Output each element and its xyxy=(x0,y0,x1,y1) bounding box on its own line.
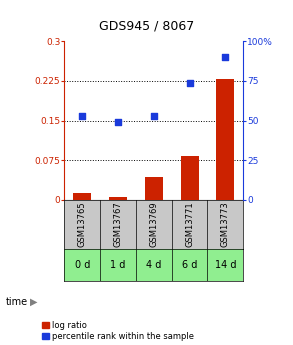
Text: GSM13769: GSM13769 xyxy=(149,201,158,247)
Text: GDS945 / 8067: GDS945 / 8067 xyxy=(99,20,194,33)
Text: GSM13765: GSM13765 xyxy=(78,201,87,247)
Bar xyxy=(109,197,127,200)
Bar xyxy=(145,177,163,200)
Point xyxy=(187,80,192,85)
Text: GSM13773: GSM13773 xyxy=(221,201,230,247)
Bar xyxy=(216,79,234,200)
Point xyxy=(151,113,156,119)
Text: GSM13767: GSM13767 xyxy=(114,201,122,247)
Text: ▶: ▶ xyxy=(30,297,38,307)
Point xyxy=(223,55,228,60)
Bar xyxy=(73,193,91,200)
Point xyxy=(116,119,120,125)
Text: time: time xyxy=(6,297,28,307)
Bar xyxy=(180,156,199,200)
Text: 4 d: 4 d xyxy=(146,260,161,270)
Text: 1 d: 1 d xyxy=(110,260,126,270)
Legend: log ratio, percentile rank within the sample: log ratio, percentile rank within the sa… xyxy=(42,321,194,341)
Text: 0 d: 0 d xyxy=(75,260,90,270)
Text: 14 d: 14 d xyxy=(214,260,236,270)
Point xyxy=(80,113,85,119)
Text: GSM13771: GSM13771 xyxy=(185,201,194,247)
Text: 6 d: 6 d xyxy=(182,260,197,270)
